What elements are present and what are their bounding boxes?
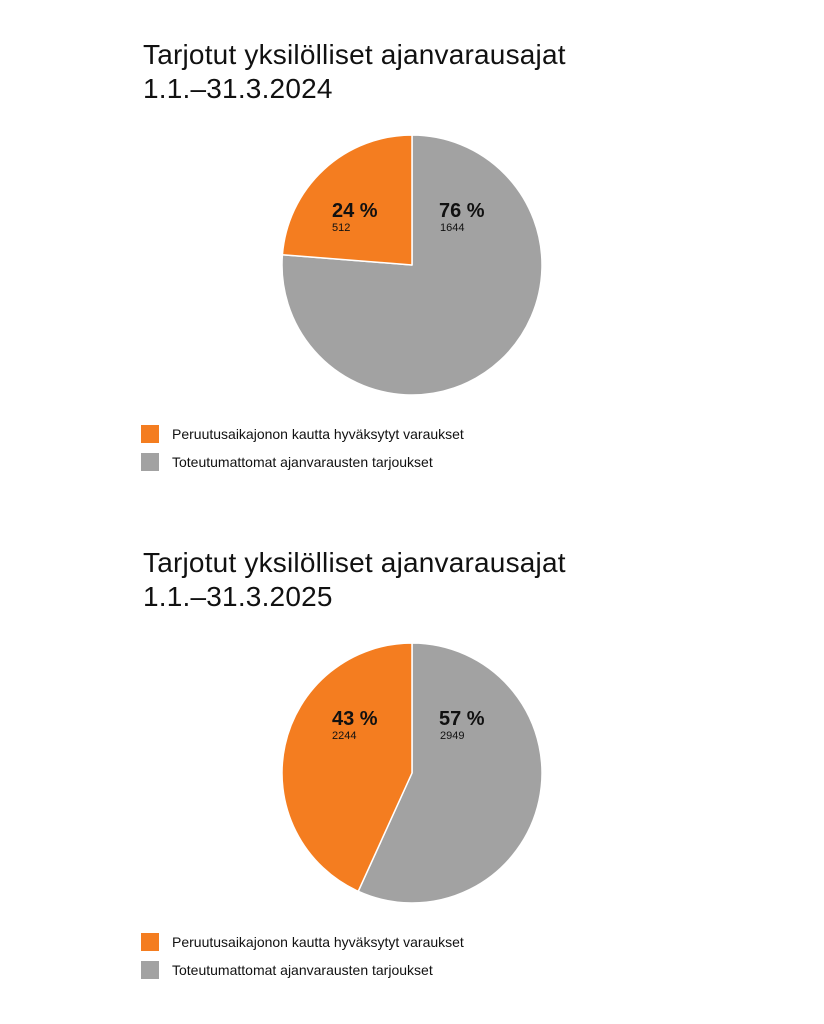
slice-percent-label: 76 %	[439, 200, 485, 222]
legend-item: Toteutumattomat ajanvarausten tarjoukset	[141, 960, 464, 980]
legend-label: Toteutumattomat ajanvarausten tarjoukset	[172, 962, 433, 978]
legend-item: Peruutusaikajonon kautta hyväksytyt vara…	[141, 932, 464, 952]
chart-title-period: 1.1.–31.3.2025	[143, 581, 333, 612]
chart-legend: Peruutusaikajonon kautta hyväksytyt vara…	[141, 932, 464, 988]
chart-title-period: 1.1.–31.3.2024	[143, 73, 333, 104]
slice-value-label: 512	[332, 222, 350, 234]
pie-chart-2024: Tarjotut yksilölliset ajanvarausajat 1.1…	[0, 0, 824, 510]
legend-item: Peruutusaikajonon kautta hyväksytyt vara…	[141, 424, 464, 444]
chart-title: Tarjotut yksilölliset ajanvarausajat 1.1…	[143, 546, 566, 614]
legend-swatch-orange	[141, 933, 159, 951]
pie-slice-1	[281, 134, 413, 266]
legend-label: Toteutumattomat ajanvarausten tarjoukset	[172, 454, 433, 470]
chart-title-line: Tarjotut yksilölliset ajanvarausajat	[143, 547, 566, 578]
pie-plot: 76 % 1644 24 % 512	[281, 134, 543, 396]
legend-item: Toteutumattomat ajanvarausten tarjoukset	[141, 452, 464, 472]
pie-slice-0	[357, 642, 543, 904]
slice-value-label: 2949	[440, 730, 464, 742]
legend-label: Peruutusaikajonon kautta hyväksytyt vara…	[172, 934, 464, 950]
pie-slice-0	[281, 134, 543, 396]
legend-swatch-orange	[141, 425, 159, 443]
slice-value-label: 1644	[440, 222, 464, 234]
slice-percent-label: 57 %	[439, 708, 485, 730]
slice-percent-label: 24 %	[332, 200, 378, 222]
chart-legend: Peruutusaikajonon kautta hyväksytyt vara…	[141, 424, 464, 480]
chart-title: Tarjotut yksilölliset ajanvarausajat 1.1…	[143, 38, 566, 106]
slice-percent-label: 43 %	[332, 708, 378, 730]
legend-label: Peruutusaikajonon kautta hyväksytyt vara…	[172, 426, 464, 442]
chart-title-line: Tarjotut yksilölliset ajanvarausajat	[143, 39, 566, 70]
pie-plot: 57 % 2949 43 % 2244	[281, 642, 543, 904]
pie-chart-2025: Tarjotut yksilölliset ajanvarausajat 1.1…	[0, 508, 824, 1018]
legend-swatch-gray	[141, 961, 159, 979]
slice-value-label: 2244	[332, 730, 356, 742]
legend-swatch-gray	[141, 453, 159, 471]
pie-slice-1	[281, 642, 413, 893]
